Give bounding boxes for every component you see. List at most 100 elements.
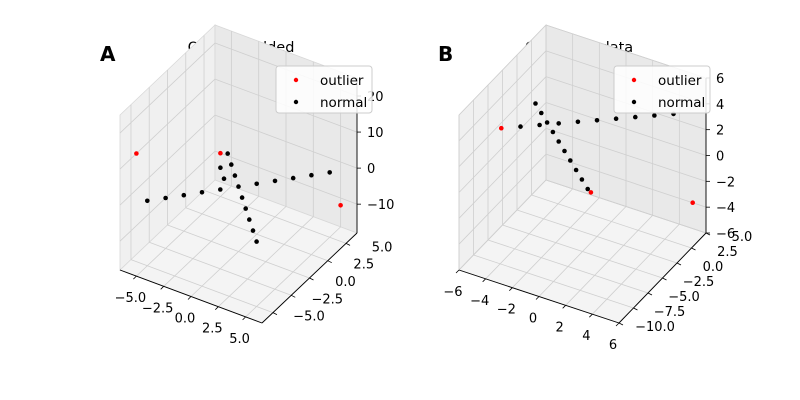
panel-label-a: A (100, 42, 116, 66)
legend-marker-normal-a (293, 99, 299, 105)
y-tick-label: 2.5 (353, 258, 374, 273)
normal-point (221, 176, 227, 181)
normal-point (250, 228, 256, 233)
outlier-point (588, 190, 594, 195)
gridline (458, 153, 547, 245)
y-tick (676, 262, 682, 266)
outlier-point (690, 200, 695, 205)
x-tick-label: 4 (582, 329, 590, 344)
x-tick-label: −6 (443, 285, 462, 300)
normal-point (290, 175, 296, 181)
y-tick (309, 277, 314, 281)
gridline (185, 207, 328, 262)
y-tick-label: −7.5 (654, 305, 686, 320)
x-tick-label: 6 (609, 338, 617, 353)
x-tick (482, 278, 486, 283)
legend-marker-normal-b (631, 99, 637, 105)
normal-point (562, 148, 567, 154)
y-tick-label: −2.5 (683, 275, 715, 290)
y-tick (662, 277, 667, 281)
x-tick-label: −5.0 (115, 291, 147, 306)
gridline (119, 114, 216, 206)
normal-point (633, 114, 638, 120)
y-tick-label: −2.5 (311, 292, 343, 307)
gridline (214, 114, 358, 169)
x-tick (562, 305, 566, 309)
outlier-point (134, 151, 139, 156)
gridline (149, 241, 292, 296)
y-tick-label: −10.0 (635, 320, 675, 335)
gridline (545, 153, 707, 208)
normal-point (556, 139, 561, 144)
legend-box-a (275, 65, 373, 114)
normal-point (225, 151, 230, 156)
gridline (458, 179, 547, 271)
normal-point (247, 217, 252, 222)
y-tick-label: 0.0 (335, 275, 356, 290)
y-tick (691, 247, 696, 251)
x-tick (187, 296, 192, 300)
y-tick (618, 322, 624, 326)
normal-point (236, 184, 241, 189)
gridline (119, 42, 216, 134)
panel-label-b: B (438, 42, 453, 66)
normal-point (163, 195, 168, 201)
y-tick-label: 0.0 (703, 260, 724, 275)
normal-point (327, 170, 333, 175)
x-tick (455, 269, 460, 274)
gridline (545, 102, 707, 156)
gridline (531, 194, 692, 249)
normal-point (243, 206, 248, 211)
y-tick-label: 5.0 (372, 240, 393, 255)
x-tick (215, 306, 219, 310)
gridline (214, 150, 358, 205)
y-tick (291, 294, 296, 298)
panel-a: A Outliers added −5.0−2.50.02.55.0−5.0−2… (100, 24, 394, 347)
z-tick-label: 4 (716, 98, 724, 113)
gridline (502, 224, 663, 279)
normal-point (613, 116, 619, 121)
z-tick-label: −10 (367, 198, 394, 213)
x-tick (509, 287, 513, 291)
normal-point (309, 172, 314, 178)
legend-a: outlier normal (275, 65, 373, 114)
x-tick-label: −2 (497, 303, 516, 318)
normal-point (218, 165, 223, 170)
y-tick-label: −5.0 (293, 310, 325, 325)
panel-b: B Corrected data −6−4−20246−10.0−7.5−5.0… (438, 24, 752, 353)
normal-point (239, 195, 245, 200)
gridline (458, 76, 547, 167)
z-tick-label: 6 (716, 72, 724, 87)
legend-label-outlier-a: outlier (320, 73, 364, 89)
legend-marker-outlier-b (631, 77, 637, 83)
normal-point (556, 121, 561, 126)
gridline (516, 209, 678, 264)
y-tick (327, 260, 332, 264)
gridline (167, 224, 310, 279)
normal-point (579, 177, 585, 182)
normal-point (573, 167, 579, 173)
normal-point (544, 120, 550, 125)
normal-point (254, 181, 259, 187)
outlier-point (218, 150, 223, 156)
legend-box-b (613, 65, 711, 114)
x-tick-label: 5.0 (229, 332, 250, 347)
z-tick-label: 10 (367, 126, 384, 141)
z-tick-label: 0 (367, 162, 375, 177)
normal-point (585, 186, 590, 192)
x-tick-label: 0 (529, 312, 537, 327)
normal-point (594, 118, 600, 123)
normal-point (229, 162, 234, 167)
z-tick-label: 2 (716, 124, 724, 139)
gridline (119, 150, 216, 242)
normal-point (575, 119, 581, 125)
points-b (499, 101, 695, 205)
z-tick-label: −2 (716, 175, 735, 190)
z-tick-label: 0 (716, 150, 724, 165)
outlier-point (338, 203, 343, 208)
gridline (458, 50, 547, 142)
outlier-point (499, 125, 504, 131)
x-tick-label: 2.5 (202, 322, 223, 337)
x-tick-label: −4 (470, 294, 489, 309)
